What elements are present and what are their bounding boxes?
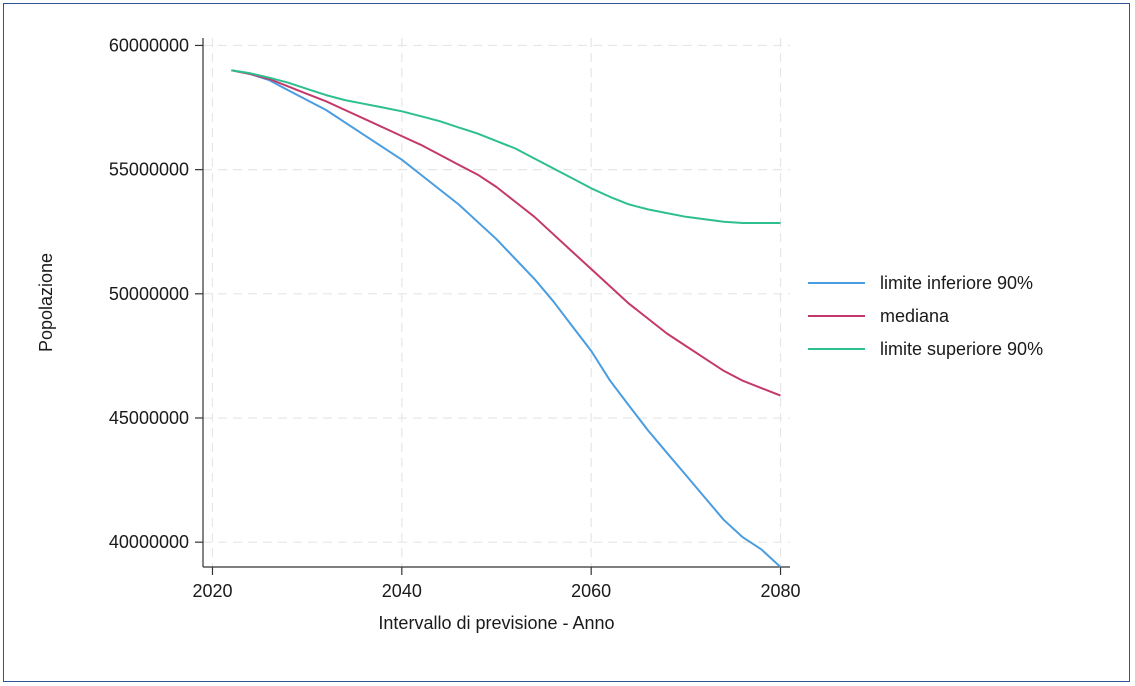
y-axis-title: Popolazione <box>36 253 56 352</box>
series-line-2 <box>231 69 781 224</box>
axes: 40000000 45000000 50000000 55000000 60000000… <box>109 35 801 601</box>
legend-label-2: limite superiore 90% <box>880 339 1043 359</box>
y-tick-label-4: 60000000 <box>109 35 189 55</box>
y-tick-label-3: 55000000 <box>109 160 189 180</box>
y-tick-label-2: 50000000 <box>109 284 189 304</box>
legend-label-1: mediana <box>880 306 950 326</box>
series-line-0 <box>231 69 782 568</box>
x-axis-title: Intervallo di previsione - Anno <box>378 613 614 633</box>
legend: limite inferiore 90% mediana limite superi… <box>808 273 1043 359</box>
legend-label-0: limite inferiore 90% <box>880 273 1033 293</box>
grid-lines <box>203 38 790 567</box>
x-tick-label-2: 2060 <box>571 581 611 601</box>
chart-frame <box>3 3 1130 682</box>
series-line-1 <box>231 69 781 397</box>
x-tick-label-1: 2040 <box>382 581 422 601</box>
series-lines <box>231 69 782 568</box>
x-tick-label-0: 2020 <box>192 581 232 601</box>
x-tick-label-3: 2080 <box>761 581 801 601</box>
y-tick-label-1: 45000000 <box>109 408 189 428</box>
y-tick-label-0: 40000000 <box>109 532 189 552</box>
